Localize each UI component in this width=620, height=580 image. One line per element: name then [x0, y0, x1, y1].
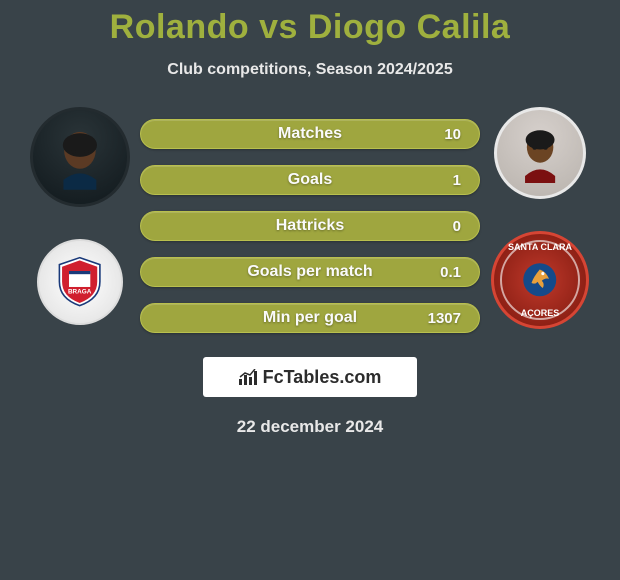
comparison-date: 22 december 2024	[0, 417, 620, 437]
comparison-subtitle: Club competitions, Season 2024/2025	[0, 61, 620, 79]
brand-badge: FcTables.com	[203, 357, 417, 397]
stat-value: 0.1	[440, 264, 461, 281]
badge-text-bottom: AÇORES	[521, 308, 560, 318]
stat-value: 1	[453, 172, 461, 189]
stats-bars: Matches 10 Goals 1 Hattricks 0 Goals per…	[140, 119, 480, 333]
stat-label: Hattricks	[276, 217, 344, 235]
person-icon	[47, 124, 113, 190]
stat-label: Goals per match	[247, 263, 372, 281]
stat-value: 0	[453, 218, 461, 235]
stat-label: Matches	[278, 125, 342, 143]
stat-bar-hattricks: Hattricks 0	[140, 211, 480, 241]
stat-value: 1307	[428, 310, 461, 327]
stat-bar-goals: Goals 1	[140, 165, 480, 195]
svg-text:BRAGA: BRAGA	[68, 289, 92, 296]
badge-text-top: SANTA CLARA	[508, 242, 572, 252]
left-column: BRAGA	[20, 107, 140, 325]
chart-icon	[239, 369, 259, 385]
stat-label: Goals	[288, 171, 332, 189]
shield-icon: BRAGA	[53, 255, 106, 308]
comparison-title: Rolando vs Diogo Calila	[0, 0, 620, 47]
player-right-avatar	[494, 107, 586, 199]
player-left-avatar	[30, 107, 130, 207]
stat-label: Min per goal	[263, 309, 357, 327]
brand-text: FcTables.com	[263, 367, 382, 388]
stat-value: 10	[444, 126, 461, 143]
content-row: BRAGA Matches 10 Goals 1 Hattricks 0 Goa…	[0, 119, 620, 333]
right-column: SANTA CLARA AÇORES	[480, 107, 600, 329]
stat-bar-min-per-goal: Min per goal 1307	[140, 303, 480, 333]
club-right-badge: SANTA CLARA AÇORES	[491, 231, 589, 329]
stat-bar-goals-per-match: Goals per match 0.1	[140, 257, 480, 287]
club-left-badge: BRAGA	[37, 239, 123, 325]
stat-bar-matches: Matches 10	[140, 119, 480, 149]
person-icon	[510, 123, 570, 183]
